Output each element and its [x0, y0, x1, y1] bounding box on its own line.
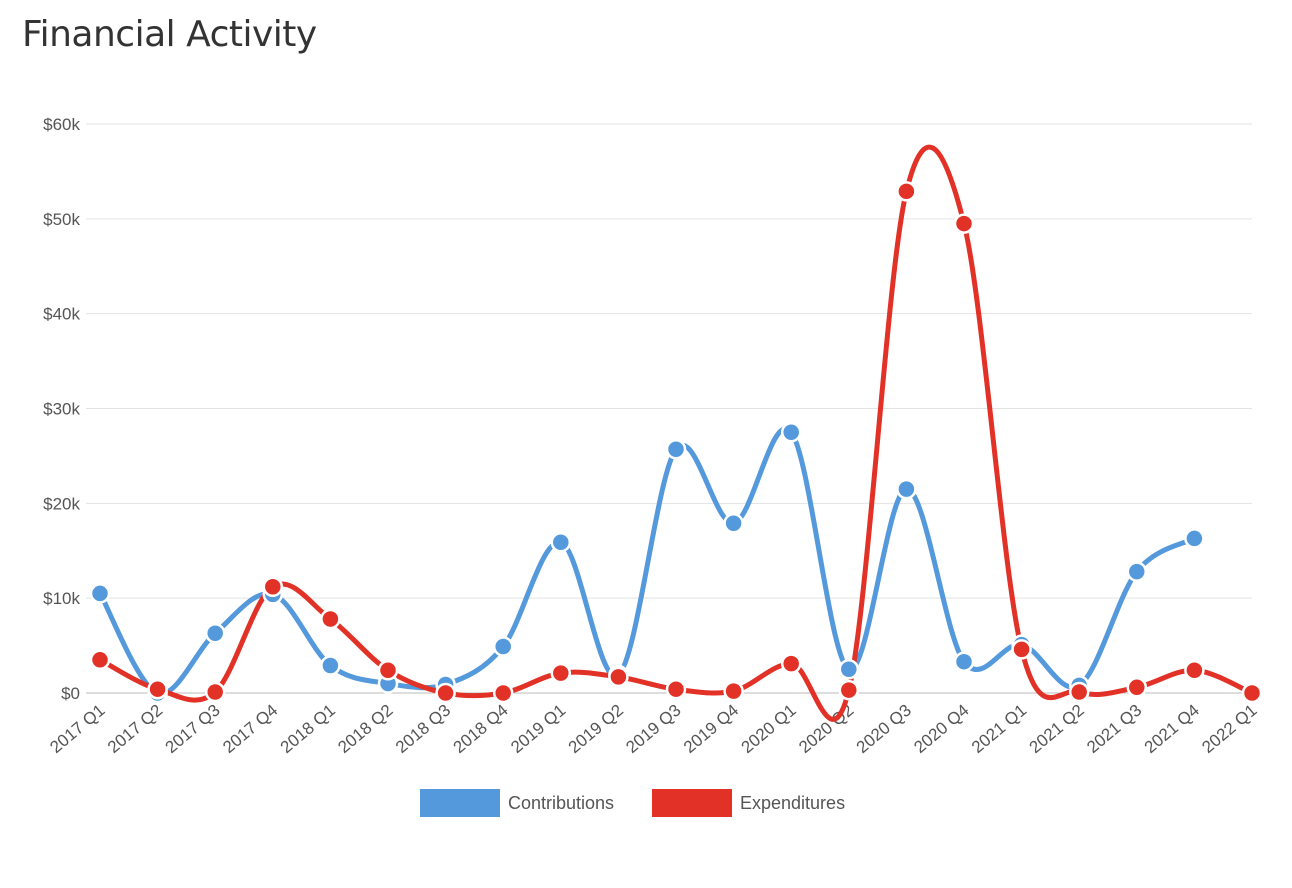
x-tick-label: 2017 Q1 [46, 701, 108, 757]
legend: Contributions Expenditures [420, 789, 845, 817]
x-tick-label: 2021 Q1 [968, 701, 1030, 757]
series-lines [97, 144, 1255, 722]
legend-label-contributions[interactable]: Contributions [508, 793, 614, 813]
y-tick-label: $0 [61, 684, 80, 703]
legend-label-expenditures[interactable]: Expenditures [740, 793, 845, 813]
series-line-expenditures [97, 144, 1255, 722]
y-tick-label: $20k [43, 494, 80, 513]
x-tick-label: 2017 Q4 [219, 701, 281, 757]
data-point-expenditures[interactable] [1184, 659, 1205, 681]
data-point-expenditures[interactable] [838, 679, 860, 701]
chart-title: Financial Activity [22, 14, 317, 55]
data-point-expenditures[interactable] [147, 678, 168, 700]
y-tick-label: $10k [43, 589, 80, 608]
x-tick-label: 2019 Q1 [507, 701, 569, 757]
x-tick-label: 2021 Q2 [1026, 701, 1088, 757]
data-point-contributions[interactable] [665, 439, 687, 460]
data-point-contributions[interactable] [896, 478, 917, 500]
y-tick-label: $30k [43, 400, 80, 419]
data-point-contributions[interactable] [89, 583, 111, 604]
data-point-contributions[interactable] [492, 636, 514, 657]
data-point-expenditures[interactable] [1068, 681, 1090, 703]
data-point-contributions[interactable] [204, 623, 226, 644]
y-axis-ticks: $0 $10k $20k $30k $40k $50k $60k [43, 115, 80, 703]
data-point-expenditures[interactable] [723, 680, 744, 702]
data-point-expenditures[interactable] [435, 682, 456, 704]
data-point-expenditures[interactable] [262, 576, 284, 598]
data-point-contributions[interactable] [320, 655, 341, 676]
data-point-expenditures[interactable] [665, 678, 687, 700]
grid-lines [86, 123, 1252, 694]
x-tick-label: 2020 Q2 [795, 701, 857, 757]
data-point-expenditures[interactable] [1241, 682, 1263, 704]
x-tick-label: 2020 Q4 [910, 701, 972, 757]
legend-swatch-contributions[interactable] [420, 789, 500, 817]
x-tick-label: 2018 Q1 [277, 701, 339, 757]
data-point-contributions[interactable] [1184, 528, 1205, 549]
data-point-expenditures[interactable] [204, 681, 226, 703]
x-tick-label: 2018 Q3 [392, 701, 454, 757]
y-tick-label: $40k [43, 305, 80, 324]
x-tick-label: 2020 Q1 [738, 701, 800, 757]
data-point-expenditures[interactable] [608, 666, 629, 688]
x-tick-label: 2017 Q2 [104, 701, 166, 757]
y-tick-label: $50k [43, 210, 80, 229]
x-tick-label: 2019 Q2 [565, 701, 627, 757]
data-point-contributions[interactable] [780, 421, 802, 443]
data-point-contributions[interactable] [953, 651, 975, 672]
x-tick-label: 2018 Q4 [450, 701, 512, 757]
data-point-expenditures[interactable] [320, 608, 341, 630]
data-point-expenditures[interactable] [953, 213, 975, 234]
data-point-expenditures[interactable] [492, 682, 514, 704]
data-point-expenditures[interactable] [89, 649, 111, 671]
data-point-contributions[interactable] [550, 531, 572, 553]
legend-swatch-expenditures[interactable] [652, 789, 732, 817]
x-tick-label: 2020 Q3 [853, 701, 915, 757]
data-point-expenditures[interactable] [780, 653, 802, 674]
x-tick-label: 2022 Q1 [1198, 701, 1260, 757]
data-point-expenditures[interactable] [377, 659, 399, 681]
x-tick-label: 2021 Q3 [1083, 701, 1145, 757]
data-point-contributions[interactable] [723, 512, 744, 534]
x-tick-label: 2021 Q4 [1141, 701, 1203, 757]
data-point-expenditures[interactable] [1011, 639, 1032, 660]
series-points [89, 181, 1263, 704]
data-point-expenditures[interactable] [550, 662, 572, 684]
y-tick-label: $60k [43, 115, 80, 134]
x-tick-label: 2018 Q2 [334, 701, 396, 757]
data-point-expenditures[interactable] [896, 181, 917, 202]
data-point-contributions[interactable] [1126, 561, 1148, 582]
data-point-expenditures[interactable] [1126, 677, 1148, 698]
data-point-contributions[interactable] [838, 659, 860, 680]
x-tick-label: 2017 Q3 [162, 701, 224, 757]
x-tick-label: 2019 Q3 [622, 701, 684, 757]
x-tick-label: 2019 Q4 [680, 701, 742, 757]
